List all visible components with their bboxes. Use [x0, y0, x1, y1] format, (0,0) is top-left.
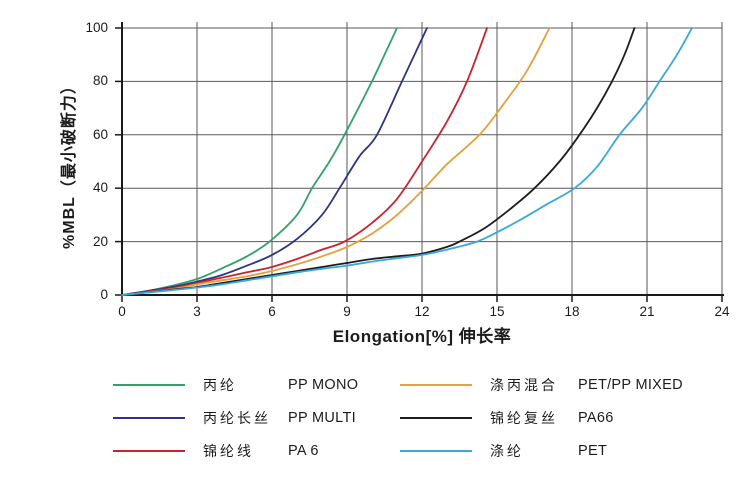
- curve-pa66: [121, 27, 636, 296]
- curve-pet-pp-mixed: [121, 27, 551, 296]
- legend-label-cn-pa66: 锦纶复丝: [490, 409, 558, 426]
- legend-label-cn-pet-pp-mixed: 涤丙混合: [490, 376, 558, 393]
- x-tick-label-15: 15: [489, 304, 505, 319]
- curve-pp-multi: [121, 27, 428, 296]
- y-tick-label-60: 60: [92, 126, 108, 142]
- legend-swatch-pet-pp-mixed: [400, 383, 472, 386]
- x-tick-label-12: 12: [414, 304, 430, 319]
- y-tick-label-20: 20: [92, 233, 108, 249]
- legend-label-cn-pp-mono: 丙纶: [203, 376, 237, 393]
- x-tick-label-18: 18: [564, 304, 580, 319]
- curve-pet: [121, 27, 693, 296]
- legend-label-cn-pet: 涤纶: [490, 442, 524, 459]
- x-tick-label-3: 3: [193, 304, 201, 319]
- legend-swatch-pa66: [400, 416, 472, 419]
- x-tick-label-6: 6: [268, 304, 276, 319]
- legend-swatch-pet: [400, 449, 472, 452]
- legend-swatch-pa6: [113, 449, 185, 452]
- curve-pp-mono: [121, 27, 398, 296]
- legend: 丙纶 PP MONO 涤丙混合 PET/PP MIXED 丙纶长丝 PP MUL…: [113, 368, 683, 467]
- x-tick-label-21: 21: [639, 304, 655, 319]
- x-axis-title: Elongation[%] 伸长率: [332, 327, 512, 346]
- legend-swatch-pp-multi: [113, 416, 185, 419]
- y-tick-label-100: 100: [85, 20, 108, 35]
- legend-label-en-pp-mono: PP MONO: [288, 376, 359, 393]
- legend-swatch-pp-mono: [113, 383, 185, 386]
- y-tick-label-80: 80: [92, 73, 108, 89]
- legend-label-en-pa66: PA66: [578, 409, 614, 426]
- legend-label-en-pet-pp-mixed: PET/PP MIXED: [578, 376, 683, 393]
- y-tick-label-0: 0: [100, 287, 108, 302]
- x-tick-label-9: 9: [343, 304, 351, 319]
- legend-label-cn-pp-multi: 丙纶长丝: [203, 409, 271, 426]
- x-tick-label-0: 0: [118, 304, 126, 319]
- legend-label-cn-pa6: 锦纶线: [203, 442, 254, 459]
- x-tick-label-24: 24: [714, 304, 730, 319]
- legend-label-en-pp-multi: PP MULTI: [288, 409, 356, 426]
- legend-label-en-pet: PET: [578, 442, 608, 459]
- legend-label-en-pa6: PA 6: [288, 442, 319, 459]
- y-tick-label-40: 40: [92, 180, 108, 196]
- curve-pa-6: [121, 27, 488, 296]
